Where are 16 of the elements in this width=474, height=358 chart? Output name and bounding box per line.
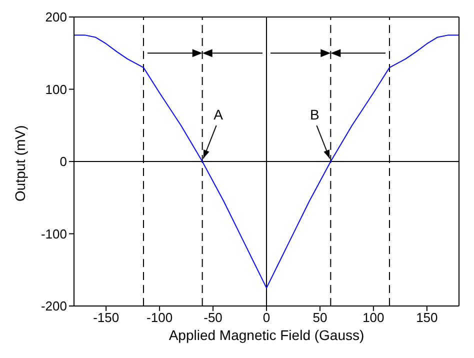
x-tick-label: -50 <box>204 310 222 326</box>
annotation: B <box>310 106 320 122</box>
x-tick-label: -150 <box>93 310 120 326</box>
y-tick-label: 100 <box>45 82 67 97</box>
y-tick-label: -100 <box>40 226 67 242</box>
y-tick-label: -200 <box>40 298 67 314</box>
x-tick-label: 150 <box>416 310 438 326</box>
y-axis-title: Output (mV) <box>12 125 28 202</box>
x-axis-title: Applied Magnetic Field (Gauss) <box>168 327 364 343</box>
x-tick-label: 0 <box>262 310 270 326</box>
x-tick-label: -100 <box>146 310 173 326</box>
y-tick-label: 200 <box>45 10 67 25</box>
x-tick-label: 100 <box>362 310 384 326</box>
annotation: A <box>214 106 224 122</box>
y-tick-label: 0 <box>60 154 67 170</box>
x-tick-label: 50 <box>312 310 328 326</box>
